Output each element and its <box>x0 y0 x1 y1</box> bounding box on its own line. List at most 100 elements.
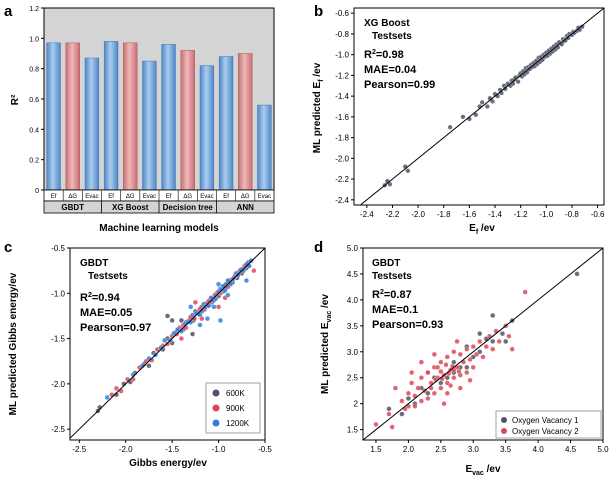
plot-frame-b <box>353 7 605 206</box>
point-oxygen-vacancy-2 <box>506 333 512 339</box>
point-1200k <box>216 281 222 287</box>
panel-b: b -2.4 -2.2 -2.0 -1.8 -1.6 -1.4 -1.2 -1.0 -0.8 -0… <box>312 3 605 236</box>
y-tick-label: 2.5 <box>347 374 359 383</box>
x-tick-label: -1.0 <box>539 210 553 219</box>
annotation-r2-b: R2=0.98 <box>364 49 404 61</box>
bar-delta-g <box>238 53 253 191</box>
annotation-subtitle-b: Testsets <box>372 31 412 42</box>
point-900k <box>216 304 222 310</box>
legend-marker <box>212 389 220 397</box>
bar-ef <box>218 56 234 191</box>
point-1200k <box>162 337 168 343</box>
point-oxygen-vacancy-2 <box>483 344 489 350</box>
bar-delta-g <box>180 50 195 191</box>
point-oxygen-vacancy-2 <box>451 349 457 355</box>
point-oxygen-vacancy-2 <box>454 338 460 344</box>
x-axis-label-c: Gibbs energy/ev <box>129 458 207 469</box>
legend-marker <box>212 404 220 412</box>
y-tick-label: -1.2 <box>335 71 349 80</box>
point-oxygen-vacancy-1 <box>477 331 483 337</box>
point-oxygen-vacancy-2 <box>467 357 473 363</box>
plot-background <box>44 8 274 190</box>
annotation-pearson-c: Pearson=0.97 <box>80 322 151 334</box>
point-testset <box>473 112 479 118</box>
x-tick-label: 2.0 <box>403 445 415 454</box>
point-600k <box>190 331 196 337</box>
panel-label-a: a <box>4 3 13 20</box>
point-oxygen-vacancy-2 <box>509 346 515 352</box>
legend-d: Oxygen Vacancy 1 Oxygen Vacancy 2 <box>495 410 602 439</box>
point-oxygen-vacancy-2 <box>464 346 470 352</box>
group-label: XG Boost <box>112 203 149 212</box>
point-oxygen-vacancy-2 <box>457 351 463 357</box>
y-tick-label: 1.2 <box>29 6 39 13</box>
bar-ef <box>161 44 176 191</box>
y-tick-label: 3.5 <box>347 322 359 331</box>
legend-box <box>495 410 602 439</box>
legend-label: Oxygen Vacancy 1 <box>512 416 579 425</box>
plot-frame-c <box>69 247 266 441</box>
annotation-subtitle-d: Testsets <box>372 271 412 282</box>
point-testset <box>515 79 521 85</box>
point-oxygen-vacancy-2 <box>438 359 444 365</box>
point-1200k <box>104 394 110 400</box>
x-tick-label: 5.0 <box>597 445 609 454</box>
point-oxygen-vacancy-2 <box>438 385 444 391</box>
group-label: Decision tree <box>163 203 214 212</box>
point-900k <box>199 316 205 322</box>
identity-line-d <box>362 247 604 441</box>
y-tick-label: -2.2 <box>335 175 349 184</box>
x-tick-label: -2.2 <box>386 210 400 219</box>
bar-evac <box>199 65 215 191</box>
y-tick-label: 3.0 <box>347 348 359 357</box>
axes-b: -2.4 -2.2 -2.0 -1.8 -1.6 -1.4 -1.2 -1.0 -0.8 -0.6… <box>335 9 605 219</box>
point-oxygen-vacancy-2 <box>522 289 528 295</box>
point-oxygen-vacancy-2 <box>386 411 392 417</box>
category-label: Evac <box>85 194 98 200</box>
point-oxygen-vacancy-2 <box>451 375 457 381</box>
point-oxygen-vacancy-2 <box>392 385 398 391</box>
point-900k <box>164 341 171 347</box>
legend-marker <box>501 417 507 423</box>
y-tick-label: 2 <box>354 400 359 409</box>
point-testset <box>490 98 495 104</box>
point-1200k <box>217 317 223 324</box>
x-tick-label: 1.5 <box>370 445 382 454</box>
panel-label-c: c <box>4 239 12 256</box>
bar-ef <box>103 41 119 191</box>
point-oxygen-vacancy-2 <box>473 351 480 357</box>
point-oxygen-vacancy-2 <box>444 390 450 396</box>
x-tick-label: -0.8 <box>565 210 579 219</box>
point-oxygen-vacancy-1 <box>399 411 405 417</box>
category-labels-a: Ef ΔG Evac Ef ΔG Evac Ef ΔG Evac Ef ΔG Evac <box>43 189 275 202</box>
point-oxygen-vacancy-2 <box>438 368 444 375</box>
x-tick-label: -2.0 <box>119 445 133 454</box>
annotation-mae-d: MAE=0.1 <box>372 304 418 316</box>
point-testset <box>447 124 453 130</box>
point-oxygen-vacancy-1 <box>490 338 496 344</box>
x-tick-label: 2.5 <box>435 445 447 454</box>
point-oxygen-vacancy-2 <box>405 390 411 396</box>
bar-evac <box>257 104 272 191</box>
point-oxygen-vacancy-2 <box>399 398 405 404</box>
annotation-r2-c: R2=0.94 <box>80 292 121 304</box>
legend-label: 600K <box>226 389 245 398</box>
y-tick-label: 5.0 <box>347 244 359 253</box>
y-axis-label-c: ML predicted Gibbs energy/ev <box>8 272 19 415</box>
x-tick-label: -0.6 <box>591 210 605 219</box>
bar-ef <box>46 42 61 191</box>
point-testset <box>405 168 411 174</box>
point-oxygen-vacancy-2 <box>389 424 395 430</box>
point-600k <box>164 313 171 319</box>
point-oxygen-vacancy-2 <box>480 354 486 360</box>
category-label: Evac <box>143 194 156 200</box>
point-oxygen-vacancy-1 <box>405 395 411 402</box>
x-tick-label: -0.5 <box>258 445 272 454</box>
y-tick-label: -0.8 <box>335 30 349 39</box>
point-oxygen-vacancy-2 <box>409 369 415 376</box>
y-tick-label: -1.8 <box>335 134 349 143</box>
point-oxygen-vacancy-2 <box>418 375 424 381</box>
point-oxygen-vacancy-2 <box>425 369 431 376</box>
x-tick-label: -2.4 <box>360 210 374 219</box>
point-oxygen-vacancy-2 <box>457 385 463 391</box>
